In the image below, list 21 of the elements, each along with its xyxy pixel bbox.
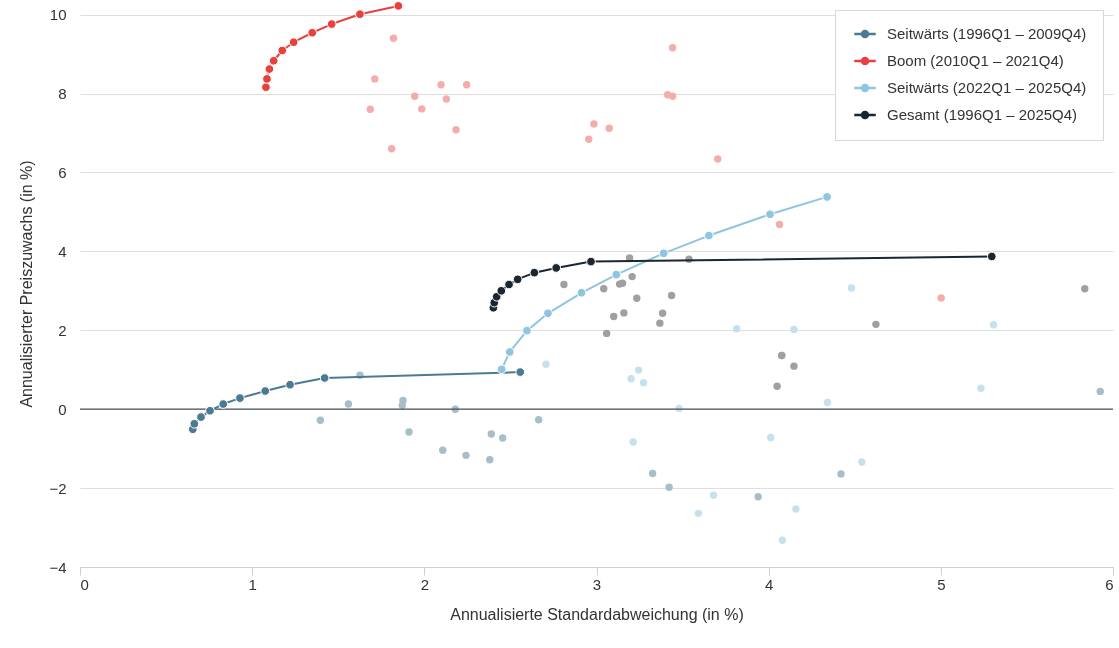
x-tick-label: 5 [937,575,946,593]
y-tick-label: 4 [58,242,67,260]
y-tick-label: 0 [58,400,67,418]
legend-label: Boom (2010Q1 – 2021Q4) [887,52,1064,69]
y-tick-label: 10 [49,6,67,24]
x-tick-label: 3 [592,575,602,593]
y-tick-label: 8 [58,85,67,103]
x-tick-label: 1 [248,575,257,593]
y-tick-label: 2 [58,321,67,339]
y-tick-label: −2 [49,479,67,497]
y-tick-label: 6 [58,163,67,181]
x-tick-label: 4 [764,575,774,593]
legend-label: Gesamt (1996Q1 – 2025Q4) [887,106,1078,123]
x-tick-label: 2 [420,575,430,593]
x-tick-label: 0 [80,575,89,593]
y-axis-title: Annualisierter Preiszuwachs (in %) [18,160,36,408]
legend-label: Seitwärts (2022Q1 – 2025Q4) [887,79,1087,96]
x-tick-label: 6 [1105,575,1114,593]
legend-label: Seitwärts (1996Q1 – 2009Q4) [887,25,1087,42]
y-tick-label: −4 [49,558,67,576]
x-axis-title: Annualisierte Standardabweichung (in %) [450,605,744,623]
